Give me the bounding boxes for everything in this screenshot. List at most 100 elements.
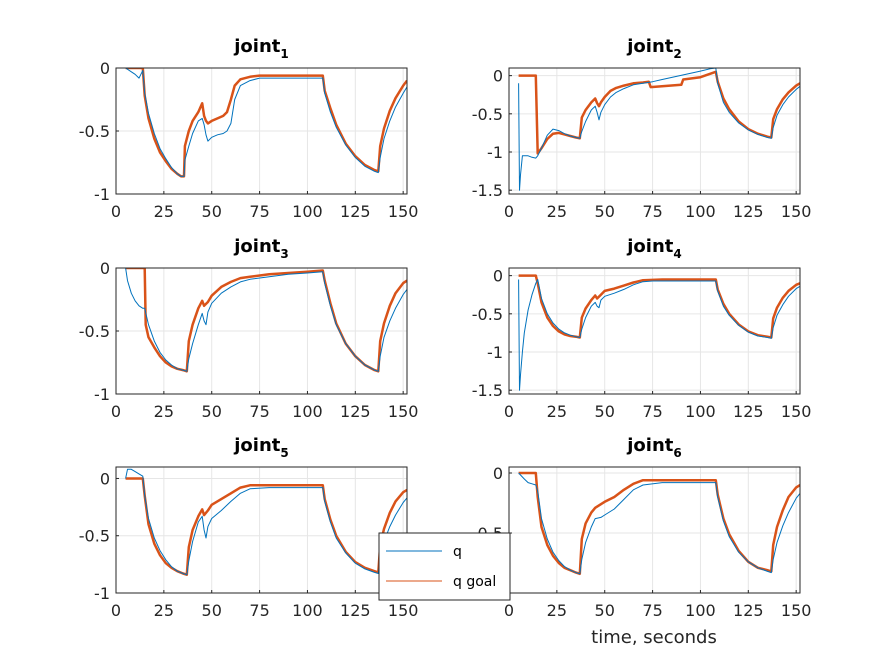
x-tick-label: 125 bbox=[733, 402, 764, 421]
x-tick-label: 0 bbox=[504, 402, 514, 421]
series-line-q-goal bbox=[125, 68, 407, 178]
panel-title: joint5 bbox=[233, 435, 288, 460]
y-tick-label: -1 bbox=[94, 584, 110, 603]
y-tick-label: -1 bbox=[487, 143, 503, 162]
x-tick-label: 150 bbox=[781, 402, 812, 421]
x-tick-label: 125 bbox=[733, 601, 764, 620]
x-tick-label: 25 bbox=[154, 402, 174, 421]
panel-title-subscript: 1 bbox=[280, 47, 288, 61]
y-tick-label: 0 bbox=[100, 469, 110, 488]
panel-title-text: joint bbox=[626, 236, 674, 257]
x-tick-label: 100 bbox=[685, 402, 716, 421]
panel-title: joint6 bbox=[626, 435, 681, 460]
panel-title: joint2 bbox=[626, 36, 681, 61]
panel-title: joint1 bbox=[233, 36, 288, 61]
series-line-q bbox=[125, 68, 407, 177]
panel-title-subscript: 3 bbox=[280, 247, 288, 261]
x-tick-label: 0 bbox=[111, 402, 121, 421]
y-tick-label: 0 bbox=[100, 259, 110, 278]
legend-box bbox=[378, 532, 511, 601]
axes-box bbox=[115, 466, 408, 594]
x-tick-label: 25 bbox=[154, 601, 174, 620]
x-tick-label: 25 bbox=[547, 402, 567, 421]
y-tick-label: -1.5 bbox=[472, 181, 503, 200]
y-tick-label: -1 bbox=[94, 385, 110, 404]
panel-title-subscript: 6 bbox=[673, 446, 681, 460]
x-tick-label: 25 bbox=[547, 601, 567, 620]
panel-title-text: joint bbox=[626, 36, 674, 57]
plot-area bbox=[509, 467, 800, 593]
x-tick-label: 100 bbox=[292, 601, 323, 620]
x-tick-label: 0 bbox=[111, 601, 121, 620]
panel-joint-3: 0 25 50 75 100 125 150 0 -0.5 -1 joint3 bbox=[79, 236, 419, 421]
y-tick-label: -0.5 bbox=[79, 122, 110, 141]
panel-joint-2: 0 25 50 75 100 125 150 0 -0.5 -1 -1.5 joint2 bbox=[472, 36, 812, 221]
x-tick-label: 125 bbox=[340, 202, 371, 221]
series-line-q bbox=[125, 268, 407, 372]
x-tick-label: 0 bbox=[504, 601, 514, 620]
x-tick-label: 75 bbox=[249, 601, 269, 620]
x-tick-label: 50 bbox=[595, 202, 615, 221]
x-tick-label: 75 bbox=[642, 202, 662, 221]
series-line-q-goal bbox=[518, 70, 800, 155]
x-tick-label: 50 bbox=[595, 402, 615, 421]
series-line-q bbox=[125, 468, 407, 576]
x-tick-label: 75 bbox=[249, 202, 269, 221]
y-tick-label: 0 bbox=[493, 267, 503, 286]
panel-title-text: joint bbox=[233, 36, 281, 57]
y-tick-label: -0.5 bbox=[472, 305, 503, 324]
plot-area bbox=[509, 268, 800, 394]
x-tick-label: 0 bbox=[504, 202, 514, 221]
legend-label-q-goal: q goal bbox=[453, 574, 496, 590]
panel-title-text: joint bbox=[233, 435, 281, 456]
x-tick-label: 125 bbox=[733, 202, 764, 221]
panel-title: joint4 bbox=[626, 236, 681, 261]
x-tick-label: 25 bbox=[547, 202, 567, 221]
panel-joint-5: 0 25 50 75 100 125 150 0 -0.5 -1 joint5 bbox=[79, 435, 419, 620]
panel-title-subscript: 5 bbox=[280, 446, 288, 460]
panel-title-text: joint bbox=[626, 435, 674, 456]
y-tick-label: -1 bbox=[487, 343, 503, 362]
x-tick-label: 50 bbox=[202, 402, 222, 421]
panel-joint-4: 0 25 50 75 100 125 150 0 -0.5 -1 -1.5 joint4 bbox=[472, 236, 812, 421]
series-line-q-goal bbox=[125, 477, 407, 576]
y-tick-label: -0.5 bbox=[472, 105, 503, 124]
x-tick-label: 25 bbox=[154, 202, 174, 221]
x-tick-label: 125 bbox=[340, 601, 371, 620]
axes-box bbox=[508, 267, 801, 395]
x-tick-label: 100 bbox=[685, 601, 716, 620]
y-tick-label: 0 bbox=[100, 59, 110, 78]
series-line-q-goal bbox=[518, 471, 800, 576]
x-tick-label: 100 bbox=[292, 202, 323, 221]
y-tick-label: -1 bbox=[94, 185, 110, 204]
x-tick-label: 150 bbox=[388, 601, 419, 620]
x-tick-label: 150 bbox=[388, 402, 419, 421]
x-tick-label: 125 bbox=[340, 402, 371, 421]
x-axis-label: time, seconds bbox=[591, 627, 717, 648]
legend: q q goal bbox=[378, 532, 511, 601]
x-tick-label: 100 bbox=[292, 402, 323, 421]
y-tick-label: -0.5 bbox=[79, 322, 110, 341]
axes-box bbox=[508, 67, 801, 195]
panel-title-subscript: 4 bbox=[673, 247, 681, 261]
series-line-q bbox=[518, 279, 800, 391]
x-tick-label: 150 bbox=[781, 601, 812, 620]
x-tick-label: 100 bbox=[685, 202, 716, 221]
series-line-q bbox=[518, 472, 800, 575]
y-tick-label: -0.5 bbox=[79, 527, 110, 546]
x-tick-label: 75 bbox=[642, 601, 662, 620]
panel-joint-1: 0 25 50 75 100 125 150 0 -0.5 -1 joint1 bbox=[79, 36, 419, 221]
legend-label-q: q bbox=[453, 544, 462, 560]
y-tick-label: -1.5 bbox=[472, 381, 503, 400]
x-tick-label: 75 bbox=[249, 402, 269, 421]
series-line-q-goal bbox=[518, 274, 800, 339]
x-tick-label: 75 bbox=[642, 402, 662, 421]
axes-box bbox=[508, 466, 801, 594]
x-tick-label: 50 bbox=[595, 601, 615, 620]
x-tick-label: 0 bbox=[111, 202, 121, 221]
panel-title-subscript: 2 bbox=[673, 47, 681, 61]
x-tick-label: 150 bbox=[781, 202, 812, 221]
x-tick-label: 50 bbox=[202, 202, 222, 221]
